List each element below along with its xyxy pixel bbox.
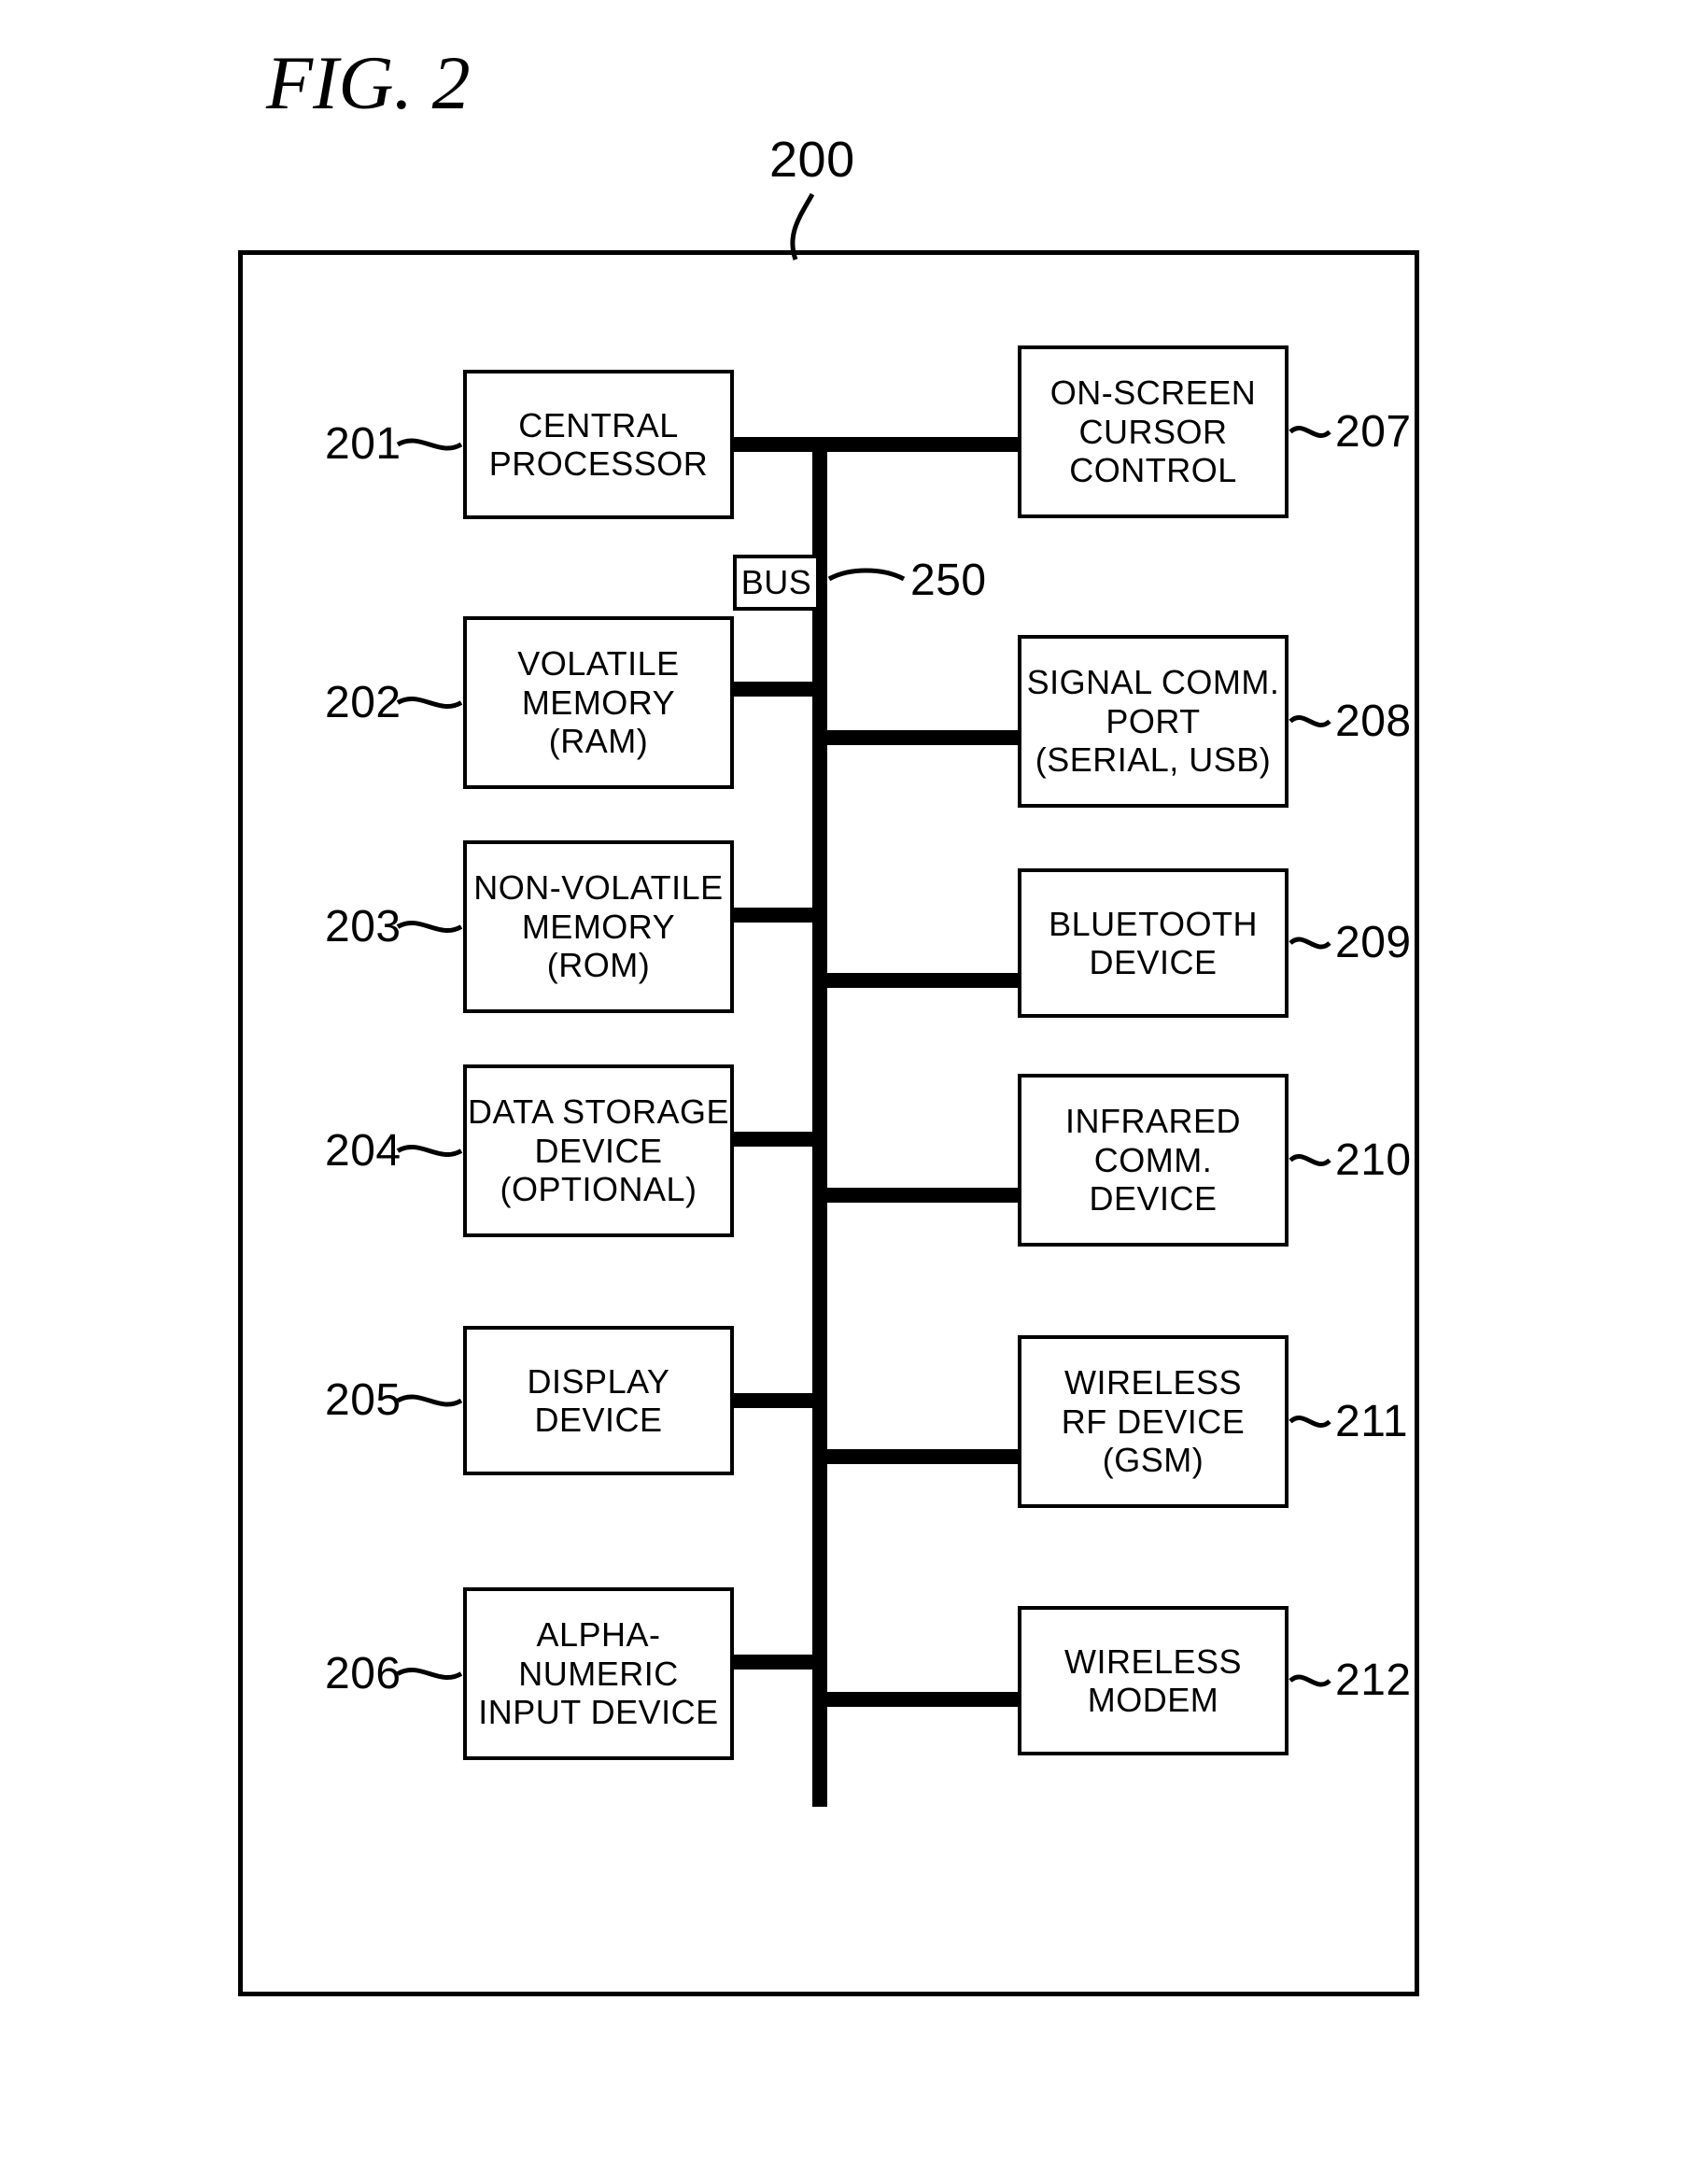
page: FIG. 2 200 BUS 250 CENTRAL PROCESSOR201V… (0, 0, 1690, 2184)
leader-212 (0, 0, 1690, 2184)
